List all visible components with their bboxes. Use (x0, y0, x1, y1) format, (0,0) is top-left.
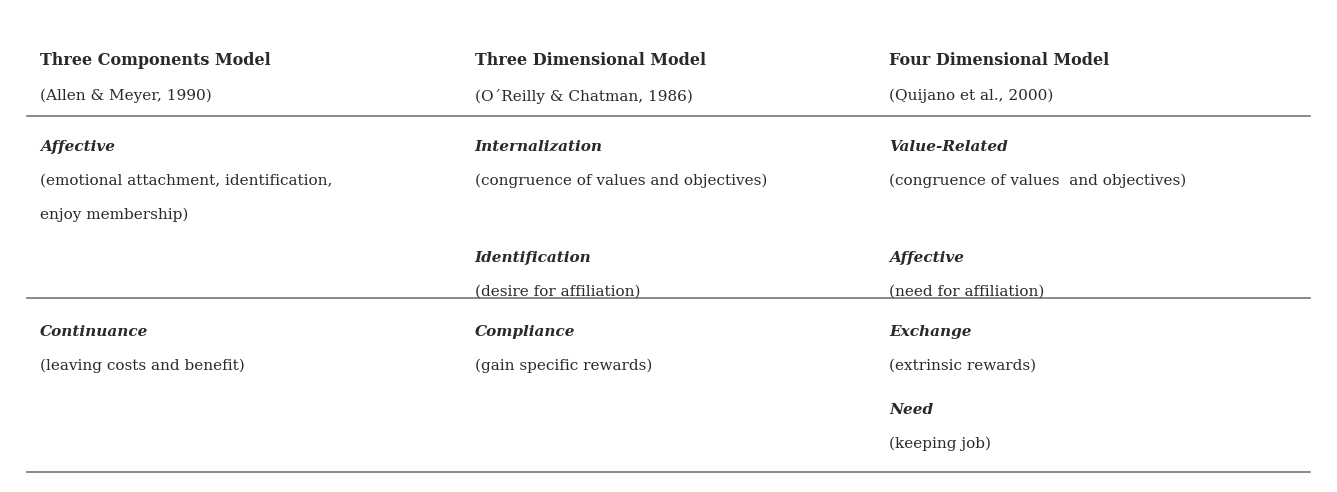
Text: (desire for affiliation): (desire for affiliation) (475, 284, 640, 298)
Text: (emotional attachment, identification,: (emotional attachment, identification, (40, 174, 333, 187)
Text: Continuance: Continuance (40, 325, 148, 338)
Text: Internalization: Internalization (475, 140, 603, 154)
Text: Three Components Model: Three Components Model (40, 52, 270, 69)
Text: Identification: Identification (475, 251, 591, 265)
Text: (leaving costs and benefit): (leaving costs and benefit) (40, 358, 245, 372)
Text: Need: Need (889, 403, 933, 417)
Text: Compliance: Compliance (475, 325, 575, 338)
Text: (O´Reilly & Chatman, 1986): (O´Reilly & Chatman, 1986) (475, 89, 693, 103)
Text: enjoy membership): enjoy membership) (40, 207, 189, 221)
Text: Three Dimensional Model: Three Dimensional Model (475, 52, 706, 69)
Text: (extrinsic rewards): (extrinsic rewards) (889, 358, 1036, 372)
Text: Exchange: Exchange (889, 325, 972, 338)
Text: Affective: Affective (40, 140, 115, 154)
Text: Affective: Affective (889, 251, 964, 265)
Text: (gain specific rewards): (gain specific rewards) (475, 358, 652, 372)
Text: (Quijano et al., 2000): (Quijano et al., 2000) (889, 89, 1054, 103)
Text: Value-Related: Value-Related (889, 140, 1008, 154)
Text: (Allen & Meyer, 1990): (Allen & Meyer, 1990) (40, 89, 211, 103)
Text: Four Dimensional Model: Four Dimensional Model (889, 52, 1110, 69)
Text: (keeping job): (keeping job) (889, 437, 991, 451)
Text: (congruence of values  and objectives): (congruence of values and objectives) (889, 174, 1186, 188)
Text: (congruence of values and objectives): (congruence of values and objectives) (475, 174, 767, 188)
Text: (need for affiliation): (need for affiliation) (889, 284, 1044, 298)
